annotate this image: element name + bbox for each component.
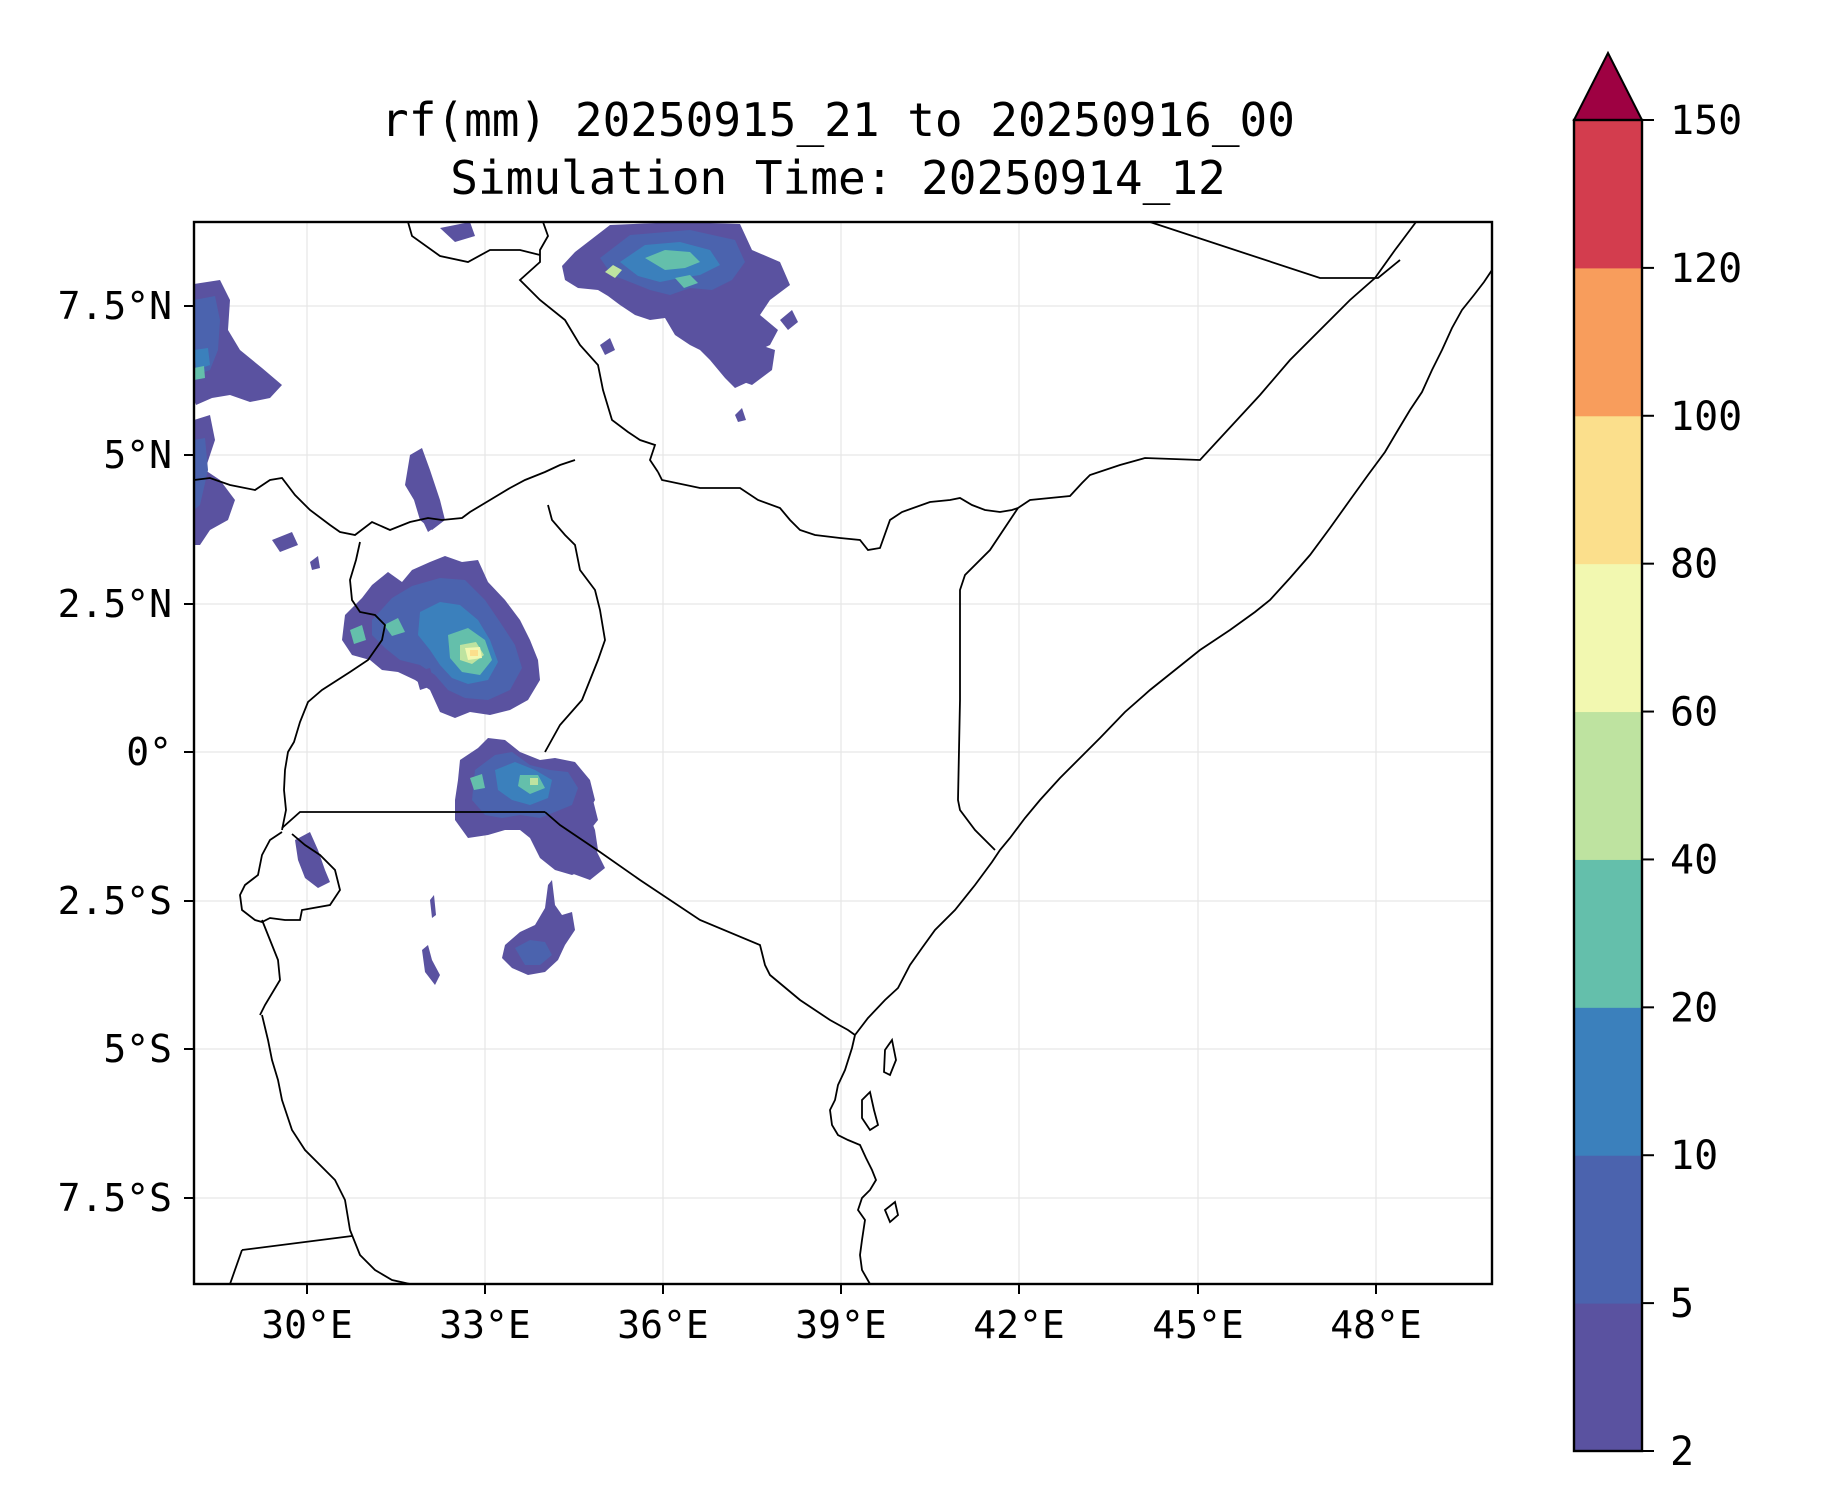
y-tick-label: 0° [126,730,172,774]
y-tick-label: 5°S [103,1027,172,1071]
x-tick-label: 48°E [1330,1303,1422,1347]
border-kenya-somalia [957,507,1019,851]
border-ethiopia-kenya [657,471,1019,551]
colorbar-segment [1574,415,1642,565]
border-djibouti [1149,222,1401,279]
colorbar-segment [1574,1155,1642,1304]
y-tick-label: 2.5°N [58,582,172,626]
island-pemba [883,1037,897,1077]
border-rwanda-burundi [239,831,341,923]
rain-cell-lake-victoria [455,738,605,880]
island-zanzibar [861,1090,880,1132]
border-uganda-kenya [544,504,606,753]
colorbar-tick-label: 2 [1670,1429,1694,1475]
colorbar-frame [1572,118,1644,1453]
rain-cell-tanzania [295,832,575,985]
border-drc-tanzania [261,1014,411,1284]
border-zambia-tanzania [241,1235,353,1251]
border-kenya-tanzania [544,811,856,1036]
country-borders [194,222,1492,1284]
y-axis: 7.5°N 5°N 2.5°N 0° 2.5°S 5°S 7.5°S [58,284,194,1220]
colorbar-segment [1574,859,1642,1008]
colorbar-tick-label: 10 [1670,1133,1718,1179]
y-tick-label: 7.5°S [58,1176,172,1220]
x-tick-label: 36°E [617,1303,709,1347]
colorbar-segment [1574,563,1642,713]
y-tick-label: 7.5°N [58,284,172,328]
map-title-line2: Simulation Time: 20250914_12 [450,151,1225,205]
coastline-kenya [854,269,1492,1036]
colorbar-tick-label: 20 [1670,985,1718,1031]
border-lake-tanganyika [229,1249,243,1284]
border-sudan-ethiopia [407,222,541,263]
colorbar-tick-label: 100 [1670,394,1742,440]
colorbar-ticks: 2 5 10 20 40 60 80 100 120 150 [1642,98,1742,1475]
colorbar-segment [1574,1303,1642,1452]
gridlines [194,222,1492,1284]
colorbar: 2 5 10 20 40 60 80 100 120 150 [1572,50,1742,1475]
map-title-line1: rf(mm) 20250915_21 to 20250916_00 [381,93,1295,147]
colorbar-segment [1574,120,1642,269]
island-mafia [883,1200,899,1224]
colorbar-segments [1574,120,1642,1452]
x-tick-label: 33°E [439,1303,531,1347]
map-background [194,222,1492,1284]
colorbar-segment [1574,1007,1642,1156]
border-uganda-tanzania [281,811,545,829]
colorbar-segment [1574,267,1642,417]
x-tick-label: 30°E [261,1303,353,1347]
x-tick-label: 39°E [795,1303,887,1347]
x-tick-label: 45°E [1152,1303,1244,1347]
map-panel [192,220,1494,1286]
colorbar-tick-label: 120 [1670,246,1742,292]
y-tick-label: 2.5°S [58,879,172,923]
x-tick-label: 42°E [973,1303,1065,1347]
border-uganda-west [281,541,386,831]
rain-cell-ethiopia [440,222,798,422]
colorbar-tick-label: 40 [1670,837,1718,883]
border-ssudan-south [194,459,576,536]
colorbar-segment [1574,711,1642,860]
coastline-east [829,1034,878,1284]
rainfall-contours [194,222,798,985]
border-burundi-tanzania [259,919,281,1016]
colorbar-extend-triangle [1572,50,1644,121]
colorbar-tick-label: 150 [1670,98,1742,144]
border-ethiopia-somalia [1017,222,1417,509]
rain-cell-west-edge [194,280,445,570]
colorbar-tick-label: 5 [1670,1281,1694,1327]
colorbar-tick-label: 80 [1670,542,1718,588]
rain-cell-uganda [342,556,540,718]
border-ssudan-ethiopia [518,222,659,473]
y-tick-label: 5°N [103,433,172,477]
colorbar-tick-label: 60 [1670,690,1718,736]
x-axis: 30°E 33°E 36°E 39°E 42°E 45°E 48°E [261,1284,1422,1347]
